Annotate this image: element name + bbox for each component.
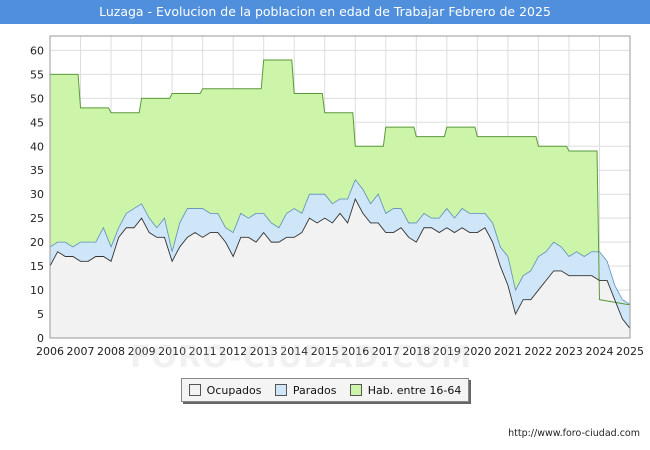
legend-item-parados: Parados bbox=[274, 383, 337, 397]
y-tick-label: 10 bbox=[30, 284, 44, 297]
x-tick-label: 2018 bbox=[402, 345, 430, 358]
source-url[interactable]: http://www.foro-ciudad.com bbox=[508, 428, 640, 439]
lines bbox=[49, 35, 631, 339]
x-tick-label: 2022 bbox=[524, 345, 552, 358]
legend-swatch-ocupados bbox=[188, 384, 201, 396]
y-tick-label: 5 bbox=[37, 308, 44, 321]
legend: Ocupados Parados Hab. entre 16-64 bbox=[181, 378, 469, 402]
y-tick-label: 15 bbox=[30, 260, 44, 273]
x-tick-label: 2020 bbox=[463, 345, 491, 358]
y-tick-label: 0 bbox=[37, 332, 44, 345]
x-tick-label: 2008 bbox=[97, 345, 125, 358]
x-tick-label: 2019 bbox=[433, 345, 461, 358]
x-tick-label: 2009 bbox=[128, 345, 156, 358]
x-tick-label: 2016 bbox=[341, 345, 369, 358]
legend-item-hab: Hab. entre 16-64 bbox=[349, 383, 462, 397]
x-tick-label: 2007 bbox=[67, 345, 95, 358]
x-tick-label: 2021 bbox=[494, 345, 522, 358]
y-tick-label: 20 bbox=[30, 236, 44, 249]
x-tick-label: 2013 bbox=[250, 345, 278, 358]
x-tick-label: 2017 bbox=[372, 345, 400, 358]
x-tick-label: 2012 bbox=[219, 345, 247, 358]
watermark: FORO-CIUDAD.COM bbox=[130, 340, 472, 375]
series-line-ocupados bbox=[49, 197, 631, 329]
legend-swatch-parados bbox=[274, 384, 287, 396]
y-tick-label: 30 bbox=[30, 188, 44, 201]
plot-border bbox=[49, 35, 631, 339]
series-line-parados bbox=[49, 179, 631, 305]
x-tick-label: 2024 bbox=[585, 345, 613, 358]
y-tick-label: 45 bbox=[30, 116, 44, 129]
x-tick-label: 2006 bbox=[36, 345, 64, 358]
series-area-ocupados bbox=[50, 198, 630, 338]
x-axis-ticks: 2006 2007 2008 2009 2010 2011 2012 2013 2014 2015… bbox=[36, 345, 644, 358]
y-tick-label: 35 bbox=[30, 164, 44, 177]
y-tick-label: 60 bbox=[30, 44, 44, 57]
y-tick-label: 55 bbox=[30, 68, 44, 81]
x-tick-label: 2010 bbox=[158, 345, 186, 358]
legend-label-ocupados: Ocupados bbox=[206, 383, 262, 397]
x-tick-label: 2011 bbox=[189, 345, 217, 358]
y-tick-label: 25 bbox=[30, 212, 44, 225]
x-tick-label: 2025 bbox=[616, 345, 644, 358]
legend-swatch-hab bbox=[349, 384, 362, 396]
legend-item-ocupados: Ocupados bbox=[188, 383, 262, 397]
series-line-hab bbox=[50, 59, 630, 305]
chart-title: Luzaga - Evolucion de la poblacion en ed… bbox=[0, 0, 650, 24]
y-tick-label: 40 bbox=[30, 140, 44, 153]
x-tick-label: 2015 bbox=[311, 345, 339, 358]
x-tick-label: 2014 bbox=[280, 345, 308, 358]
y-axis-ticks: 0 5 10 15 20 25 30 35 40 45 50 55 60 bbox=[30, 44, 44, 345]
x-tick-label: 2023 bbox=[555, 345, 583, 358]
legend-label-parados: Parados bbox=[292, 383, 337, 397]
legend-label-hab: Hab. entre 16-64 bbox=[367, 383, 462, 397]
y-tick-label: 50 bbox=[30, 92, 44, 105]
